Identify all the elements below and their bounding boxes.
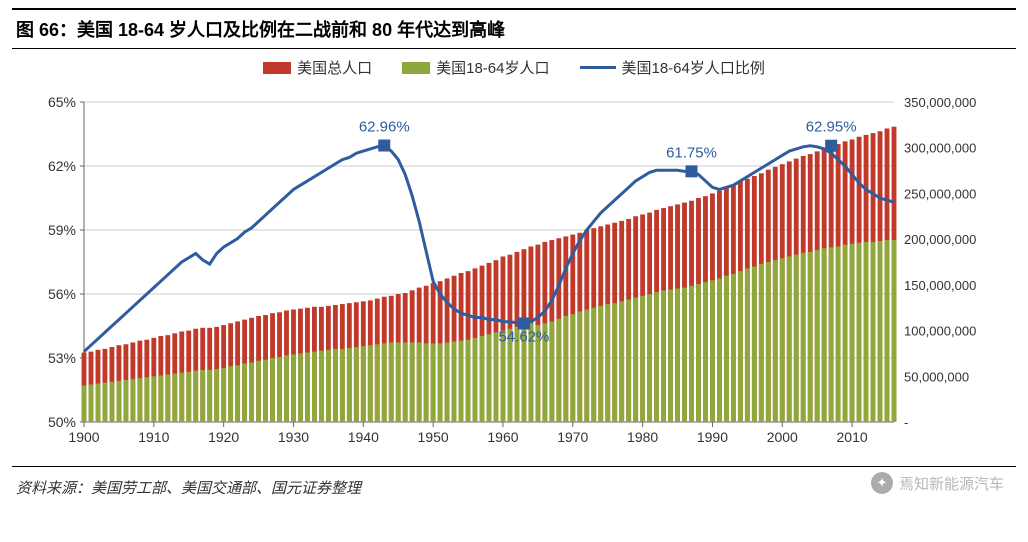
chart-svg: 50% 53% 56% 59% 62% 65% - 50,000,000 100,000,000… bbox=[24, 82, 1004, 462]
svg-text:200,000,000: 200,000,000 bbox=[904, 232, 976, 247]
legend-item-total: 美国总人口 bbox=[263, 57, 372, 78]
svg-text:62.96%: 62.96% bbox=[359, 119, 410, 136]
svg-text:1920: 1920 bbox=[208, 429, 239, 445]
svg-text:59%: 59% bbox=[48, 222, 76, 238]
svg-text:62%: 62% bbox=[48, 158, 76, 174]
svg-text:1990: 1990 bbox=[697, 429, 728, 445]
svg-text:50%: 50% bbox=[48, 414, 76, 430]
svg-text:100,000,000: 100,000,000 bbox=[904, 324, 976, 339]
svg-text:2010: 2010 bbox=[837, 429, 868, 445]
watermark-text: 焉知新能源汽车 bbox=[899, 473, 1004, 494]
svg-text:2000: 2000 bbox=[767, 429, 798, 445]
chart-title: 图 66：美国 18-64 岁人口及比例在二战前和 80 年代达到高峰 bbox=[16, 16, 1012, 42]
svg-text:56%: 56% bbox=[48, 286, 76, 302]
svg-text:53%: 53% bbox=[48, 350, 76, 366]
svg-text:250,000,000: 250,000,000 bbox=[904, 186, 976, 201]
svg-text:54.62%: 54.62% bbox=[498, 328, 549, 345]
chart-card: 图 66：美国 18-64 岁人口及比例在二战前和 80 年代达到高峰 美国总人… bbox=[0, 0, 1028, 542]
svg-text:1930: 1930 bbox=[278, 429, 309, 445]
svg-text:1940: 1940 bbox=[348, 429, 379, 445]
svg-text:-: - bbox=[904, 415, 908, 430]
svg-text:350,000,000: 350,000,000 bbox=[904, 95, 976, 110]
legend-swatch-total bbox=[263, 62, 291, 74]
svg-text:62.95%: 62.95% bbox=[806, 119, 857, 136]
svg-text:1950: 1950 bbox=[418, 429, 449, 445]
legend-item-working: 美国18-64岁人口 bbox=[402, 57, 549, 78]
svg-text:150,000,000: 150,000,000 bbox=[904, 278, 976, 293]
svg-text:1910: 1910 bbox=[138, 429, 169, 445]
source-footer: 资料来源：美国劳工部、美国交通部、国元证券整理 bbox=[12, 466, 1016, 508]
legend-item-ratio: 美国18-64岁人口比例 bbox=[580, 57, 765, 78]
legend-swatch-ratio bbox=[580, 66, 616, 69]
wechat-icon: ✦ bbox=[871, 472, 893, 494]
legend-swatch-working bbox=[402, 62, 430, 74]
chart-area: 50% 53% 56% 59% 62% 65% - 50,000,000 100,000,000… bbox=[24, 82, 1004, 462]
svg-text:1960: 1960 bbox=[487, 429, 518, 445]
svg-text:1970: 1970 bbox=[557, 429, 588, 445]
svg-text:300,000,000: 300,000,000 bbox=[904, 141, 976, 156]
svg-text:1900: 1900 bbox=[68, 429, 99, 445]
legend-label-total: 美国总人口 bbox=[297, 57, 372, 78]
watermark: ✦ 焉知新能源汽车 bbox=[871, 472, 1004, 494]
legend-label-working: 美国18-64岁人口 bbox=[436, 57, 549, 78]
svg-text:50,000,000: 50,000,000 bbox=[904, 369, 969, 384]
legend: 美国总人口 美国18-64岁人口 美国18-64岁人口比例 bbox=[12, 57, 1016, 78]
legend-label-ratio: 美国18-64岁人口比例 bbox=[622, 57, 765, 78]
svg-text:65%: 65% bbox=[48, 94, 76, 110]
svg-text:61.75%: 61.75% bbox=[666, 144, 717, 161]
title-bar: 图 66：美国 18-64 岁人口及比例在二战前和 80 年代达到高峰 bbox=[12, 8, 1016, 49]
svg-text:1980: 1980 bbox=[627, 429, 658, 445]
